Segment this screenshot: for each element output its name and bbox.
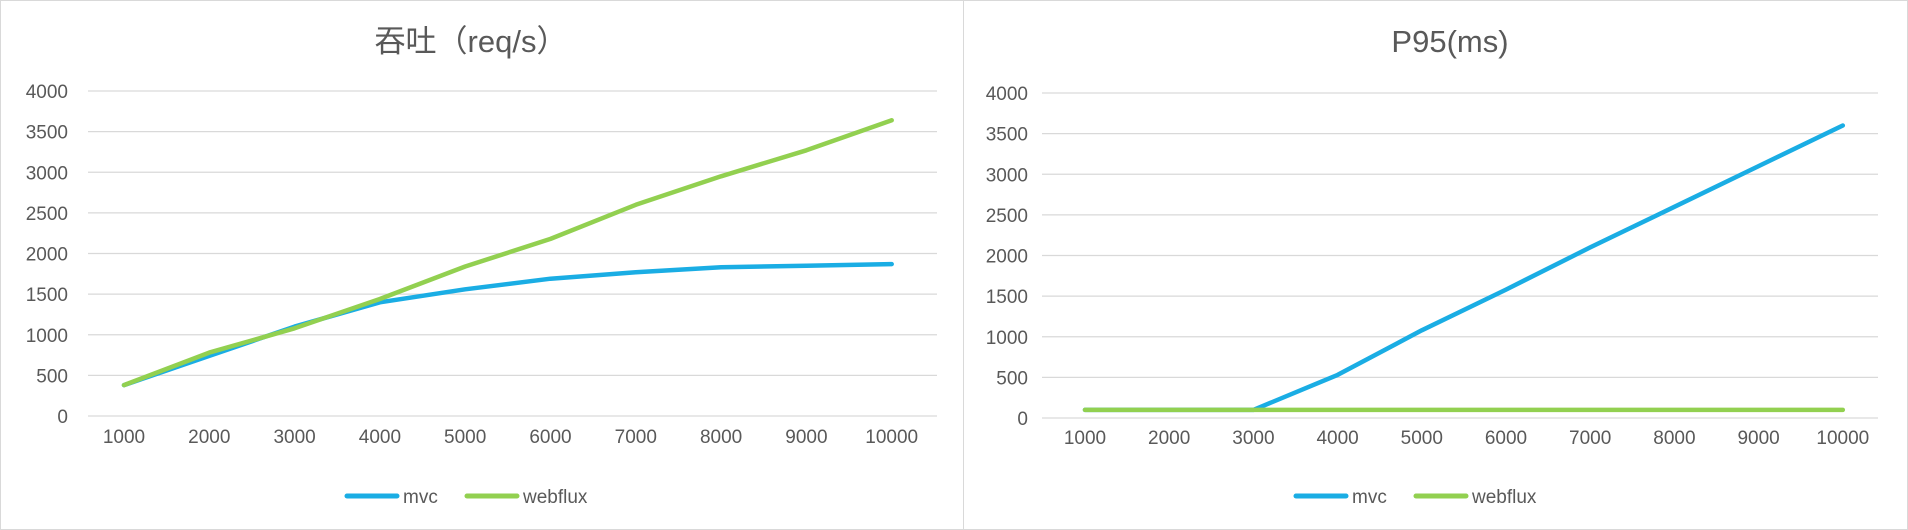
throughput-x-tick-label: 10000 — [865, 427, 918, 448]
throughput-y-tick-label: 4000 — [26, 82, 68, 103]
throughput-x-tick-label: 5000 — [444, 427, 486, 448]
p95-y-tick-label: 2500 — [986, 206, 1028, 227]
p95-x-tick-label: 3000 — [1232, 428, 1274, 449]
p95-y-tick-label: 3000 — [986, 165, 1028, 186]
p95-legend-label-mvc: mvc — [1352, 487, 1387, 508]
p95-x-tick-label: 2000 — [1148, 428, 1190, 449]
throughput-y-tick-label: 1000 — [26, 326, 68, 347]
throughput-y-tick-label: 0 — [57, 407, 68, 428]
p95-y-tick-label: 4000 — [986, 84, 1028, 105]
p95-legend-label-webflux: webflux — [1471, 487, 1537, 508]
throughput-y-tick-label: 2000 — [26, 245, 68, 266]
throughput-y-tick-label: 3500 — [26, 123, 68, 144]
p95-series-mvc-line — [1082, 123, 1846, 413]
throughput-x-tick-label: 3000 — [273, 427, 315, 448]
throughput-x-tick-label: 2000 — [188, 427, 230, 448]
p95-x-tick-label: 10000 — [1816, 428, 1869, 449]
throughput-x-tick-label: 8000 — [700, 427, 742, 448]
throughput-x-tick-label: 1000 — [103, 427, 145, 448]
p95-y-tick-label: 500 — [996, 368, 1028, 389]
p95-x-tick-label: 4000 — [1316, 428, 1358, 449]
p95-x-tick-label: 6000 — [1485, 428, 1527, 449]
throughput-y-tick-label: 3000 — [26, 163, 68, 184]
throughput-x-tick-label: 7000 — [615, 427, 657, 448]
throughput-legend-label-webflux: webflux — [522, 487, 588, 508]
p95-y-tick-label: 0 — [1017, 409, 1028, 430]
p95-y-tick-label: 1500 — [986, 287, 1028, 308]
throughput-y-tick-label: 2500 — [26, 204, 68, 225]
p95-chart: P95(ms) 0 500 1000 1500 2000 2500 3000 3500 4000 1… — [986, 24, 1878, 508]
p95-x-tick-label: 7000 — [1569, 428, 1611, 449]
p95-x-tick-label: 8000 — [1653, 428, 1695, 449]
throughput-x-tick-label: 9000 — [785, 427, 827, 448]
p95-x-tick-label: 5000 — [1401, 428, 1443, 449]
p95-chart-title: P95(ms) — [1391, 24, 1508, 59]
throughput-x-tick-label: 4000 — [359, 427, 401, 448]
throughput-legend-label-mvc: mvc — [403, 487, 438, 508]
throughput-y-tick-label: 500 — [36, 366, 68, 387]
p95-y-tick-label: 3500 — [986, 125, 1028, 146]
throughput-chart: 吞吐（req/s） 0 500 1000 1500 2000 2500 3000 3500 400… — [26, 24, 937, 508]
throughput-series-webflux-line — [121, 118, 894, 388]
throughput-chart-title: 吞吐（req/s） — [375, 24, 568, 59]
throughput-y-tick-label: 1500 — [26, 285, 68, 306]
p95-x-tick-label: 9000 — [1737, 428, 1779, 449]
p95-x-tick-label: 1000 — [1064, 428, 1106, 449]
p95-y-tick-label: 2000 — [986, 247, 1028, 268]
throughput-x-tick-label: 6000 — [529, 427, 571, 448]
p95-y-tick-label: 1000 — [986, 328, 1028, 349]
throughput-series-mvc-line — [121, 261, 894, 388]
